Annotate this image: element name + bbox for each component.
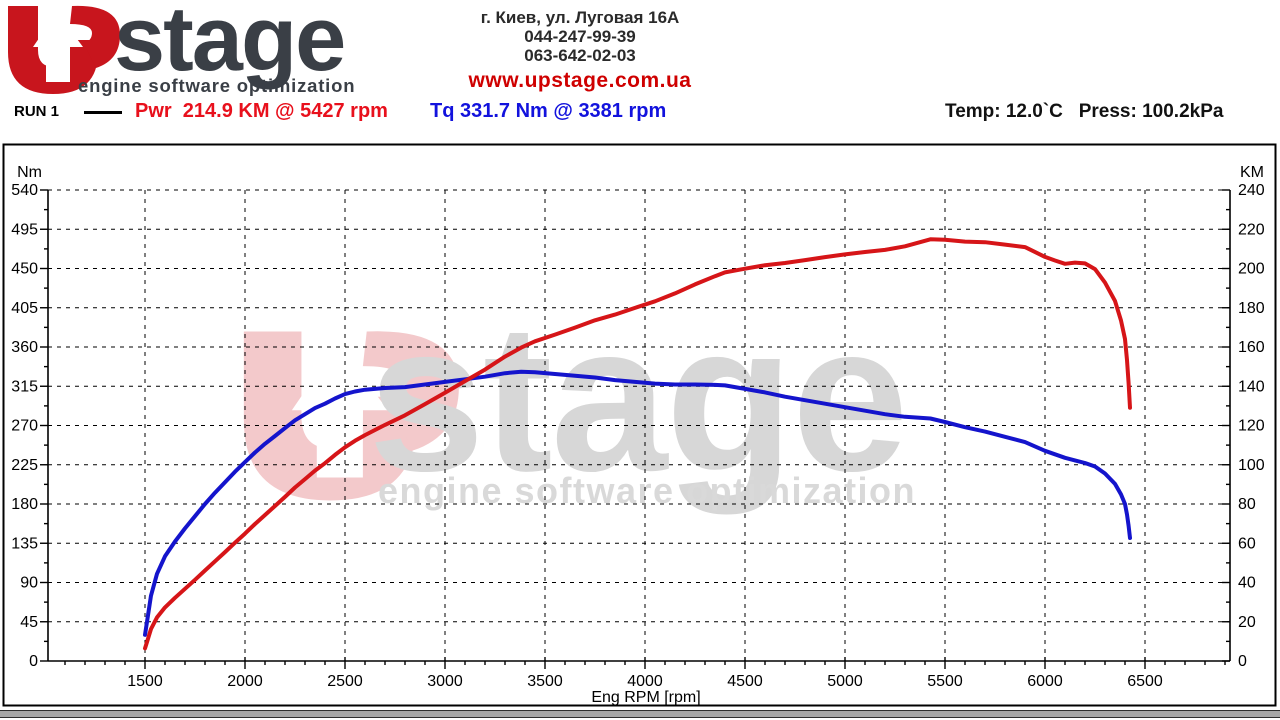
power-curve bbox=[143, 237, 1132, 651]
svg-text:5500: 5500 bbox=[927, 673, 963, 690]
svg-text:450: 450 bbox=[11, 261, 38, 278]
svg-text:60: 60 bbox=[1238, 535, 1256, 552]
brand-tagline: engine software optimization bbox=[78, 75, 355, 96]
svg-text:6000: 6000 bbox=[1027, 673, 1063, 690]
svg-text:3500: 3500 bbox=[527, 673, 563, 690]
svg-text:135: 135 bbox=[11, 535, 38, 552]
svg-text:90: 90 bbox=[20, 575, 38, 592]
bottom-divider bbox=[0, 710, 1280, 718]
contact-block: г. Киев, ул. Луговая 16А 044-247-99-39 0… bbox=[410, 8, 750, 93]
svg-text:270: 270 bbox=[11, 418, 38, 435]
svg-text:160: 160 bbox=[1238, 339, 1265, 356]
svg-text:315: 315 bbox=[11, 378, 38, 395]
contact-address: г. Киев, ул. Луговая 16А bbox=[480, 8, 680, 27]
torque-curve bbox=[143, 369, 1132, 637]
svg-text:2500: 2500 bbox=[327, 673, 363, 690]
svg-text:Nm: Nm bbox=[17, 164, 42, 181]
svg-text:495: 495 bbox=[11, 221, 38, 238]
svg-text:4500: 4500 bbox=[727, 673, 763, 690]
svg-text:120: 120 bbox=[1238, 418, 1265, 435]
svg-text:405: 405 bbox=[11, 300, 38, 317]
upstage-u-arrow-icon bbox=[8, 5, 120, 94]
ambient-conditions: Temp: 12.0`C Press: 100.2kPa bbox=[945, 101, 1224, 122]
svg-text:0: 0 bbox=[29, 653, 38, 670]
torque-peak-readout: Tq 331.7 Nm @ 3381 rpm bbox=[430, 100, 667, 122]
svg-text:stage: stage bbox=[368, 280, 907, 515]
axis-ticks bbox=[40, 189, 1230, 669]
svg-text:1500: 1500 bbox=[127, 673, 163, 690]
svg-text:80: 80 bbox=[1238, 496, 1256, 513]
svg-text:180: 180 bbox=[11, 496, 38, 513]
svg-text:20: 20 bbox=[1238, 614, 1256, 631]
svg-text:180: 180 bbox=[1238, 300, 1265, 317]
svg-text:200: 200 bbox=[1238, 261, 1265, 278]
chart-grid bbox=[48, 189, 1230, 661]
svg-text:225: 225 bbox=[11, 457, 38, 474]
svg-text:540: 540 bbox=[11, 182, 38, 199]
chart-panel-border bbox=[2, 143, 1277, 707]
axis-labels: Nm 0 45 90 135 180 225 270 315 360 405 450 495 540 KM 0… bbox=[11, 164, 1265, 706]
svg-text:2000: 2000 bbox=[227, 673, 263, 690]
power-peak-readout: Pwr 214.9 KM @ 5427 rpm bbox=[135, 100, 388, 122]
brand-text: stage bbox=[114, 0, 344, 90]
svg-text:KM: KM bbox=[1240, 164, 1264, 181]
svg-text:4000: 4000 bbox=[627, 673, 663, 690]
contact-phone-1: 044-247-99-39 bbox=[524, 27, 636, 46]
svg-text:220: 220 bbox=[1238, 221, 1265, 238]
svg-text:360: 360 bbox=[11, 339, 38, 356]
svg-text:240: 240 bbox=[1238, 182, 1265, 199]
svg-text:Eng RPM [rpm]: Eng RPM [rpm] bbox=[591, 689, 700, 706]
svg-text:100: 100 bbox=[1238, 457, 1265, 474]
svg-text:3000: 3000 bbox=[427, 673, 463, 690]
svg-text:6500: 6500 bbox=[1127, 673, 1163, 690]
contact-phone-2: 063-642-02-03 bbox=[524, 46, 636, 65]
svg-text:45: 45 bbox=[20, 614, 38, 631]
svg-text:0: 0 bbox=[1238, 653, 1247, 670]
svg-text:engine software optimization: engine software optimization bbox=[378, 470, 916, 511]
run-label: RUN 1 bbox=[14, 103, 60, 120]
run-legend-line bbox=[84, 111, 122, 114]
svg-text:140: 140 bbox=[1238, 378, 1265, 395]
svg-text:40: 40 bbox=[1238, 575, 1256, 592]
svg-text:5000: 5000 bbox=[827, 673, 863, 690]
website-link[interactable]: www.upstage.com.ua bbox=[468, 69, 692, 92]
upstage-logo: stage engine software optimization bbox=[8, 0, 355, 96]
